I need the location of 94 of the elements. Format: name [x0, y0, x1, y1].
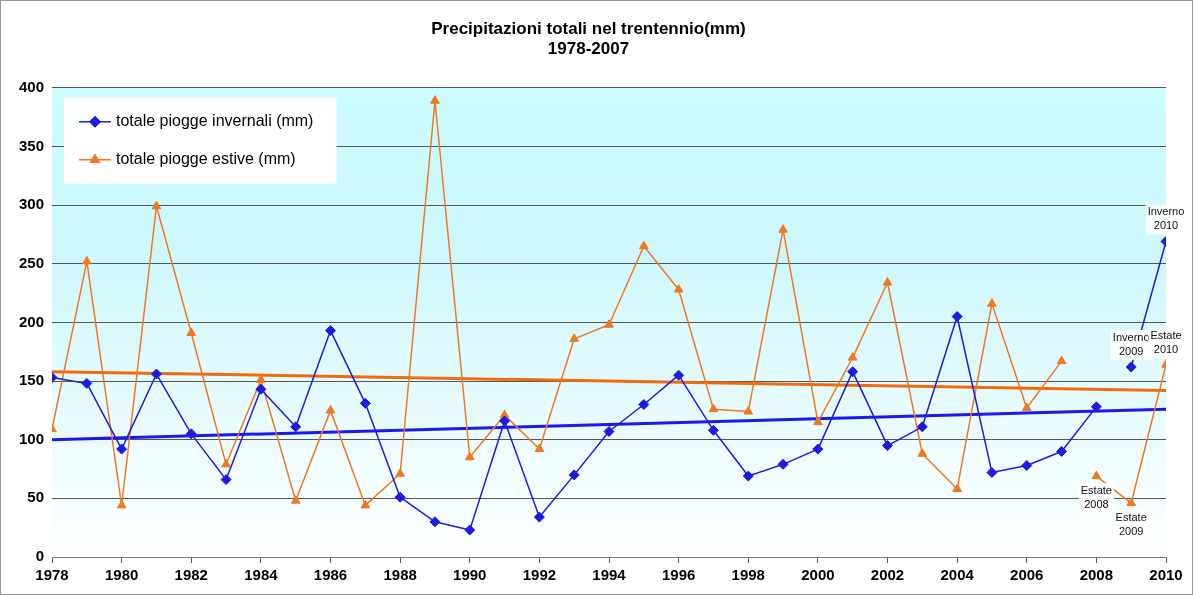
point: [185, 428, 197, 440]
point: [952, 483, 962, 492]
point: [673, 369, 685, 381]
x-tick-label: 2010: [1149, 566, 1183, 584]
point: [639, 240, 649, 250]
point: [255, 383, 267, 395]
annotation: Inverno 2010: [1147, 205, 1185, 232]
point: [325, 325, 337, 337]
point: [186, 327, 197, 336]
point: [150, 368, 162, 380]
legend-label: totale piogge estive (mm): [116, 150, 296, 168]
point: [673, 284, 684, 293]
x-tick-label: 1978: [35, 566, 69, 584]
point: [917, 448, 928, 457]
point: [708, 403, 719, 413]
x-tick-label: 1992: [522, 566, 557, 584]
point: [812, 443, 824, 455]
point: [882, 440, 894, 452]
point: [569, 333, 580, 342]
point: [1021, 402, 1032, 412]
x-tick-label: 1988: [383, 566, 417, 584]
x-tick-label: 2000: [801, 566, 835, 584]
point: [81, 377, 93, 389]
point: [464, 451, 475, 461]
point: [742, 470, 754, 482]
x-tick-label: 2008: [1079, 566, 1114, 584]
y-tick-label: 150: [19, 371, 45, 389]
y-tick-label: 100: [19, 429, 45, 447]
point: [221, 458, 231, 468]
x-tick-label: 1984: [244, 566, 279, 584]
point: [82, 255, 92, 265]
point: [777, 458, 789, 470]
annotation: Estate 2009: [1115, 511, 1147, 538]
point: [882, 277, 893, 286]
x-tick-label: 1998: [731, 566, 765, 584]
point: [220, 474, 232, 486]
point: [987, 298, 997, 307]
point: [533, 511, 545, 523]
chart-subtitle: 1978-2007: [547, 39, 630, 59]
y-tick-label: 50: [27, 488, 45, 506]
y-tick-label: 350: [19, 136, 45, 154]
x-tick-label: 1980: [104, 566, 139, 584]
point: [534, 443, 545, 453]
annotation: Estate 2010: [1150, 328, 1182, 355]
point: [951, 311, 963, 323]
x-tick-label: 2002: [870, 566, 905, 584]
point: [116, 443, 128, 455]
point: [638, 399, 650, 411]
point: [429, 516, 441, 528]
point: [395, 468, 405, 477]
y-tick-label: 400: [19, 77, 45, 95]
point: [1091, 470, 1102, 480]
point: [464, 524, 476, 536]
annotation: Estate 2008: [1080, 484, 1112, 511]
point: [1021, 460, 1033, 472]
point: [430, 95, 440, 104]
point: [743, 406, 754, 415]
chart-title: Precipitazioni totali nel trentennio(mm): [431, 18, 746, 38]
point: [499, 415, 511, 427]
point: [1056, 445, 1068, 457]
point: [813, 416, 823, 426]
point: [1090, 401, 1102, 413]
point: [604, 319, 614, 328]
point: [360, 499, 371, 509]
x-tick-label: 1990: [453, 566, 487, 584]
point: [847, 352, 858, 361]
point: [707, 424, 719, 436]
point: [290, 421, 302, 433]
y-tick-label: 250: [19, 253, 45, 271]
x-tick-label: 2006: [1010, 566, 1044, 584]
x-tick-label: 1996: [661, 566, 696, 584]
point: [568, 469, 580, 481]
x-tick-label: 1982: [174, 566, 208, 584]
point: [359, 397, 371, 409]
point: [603, 425, 615, 437]
point: [290, 495, 301, 504]
legend-label: totale piogge invernali (mm): [116, 112, 314, 130]
y-tick-label: 0: [35, 547, 45, 565]
point: [778, 224, 788, 233]
x-tick-label: 1994: [592, 566, 627, 584]
point: [986, 467, 998, 479]
x-tick-label: 2004: [940, 566, 975, 584]
point: [151, 200, 162, 210]
point: [916, 421, 928, 433]
point: [394, 491, 406, 503]
point: [325, 404, 336, 414]
point: [847, 366, 859, 378]
point: [1126, 497, 1137, 507]
point: [256, 374, 266, 383]
x-tick-label: 1986: [313, 566, 348, 584]
annotation: Inverno 2009: [1112, 331, 1150, 358]
y-tick-label: 300: [19, 195, 45, 213]
y-tick-label: 200: [19, 312, 45, 330]
point: [1056, 355, 1067, 365]
